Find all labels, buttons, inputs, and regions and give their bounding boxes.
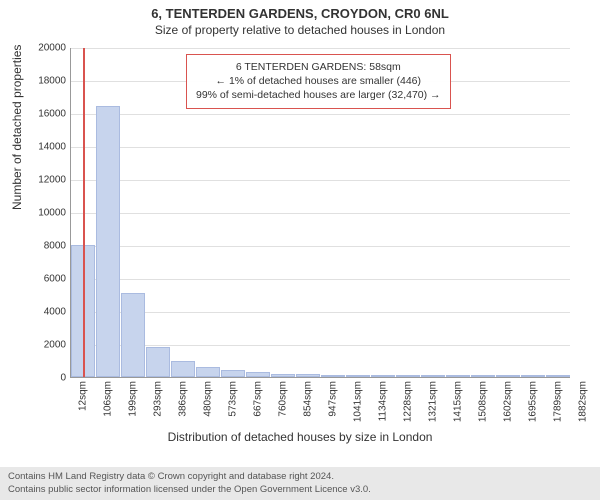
xtick-label: 106sqm — [102, 381, 113, 417]
gridline — [71, 312, 570, 313]
xtick-label: 854sqm — [302, 381, 313, 417]
xtick-label: 667sqm — [252, 381, 263, 417]
xtick-label: 199sqm — [127, 381, 138, 417]
xtick-label: 760sqm — [277, 381, 288, 417]
xtick-label: 480sqm — [202, 381, 213, 417]
gridline — [71, 48, 570, 49]
xtick-label: 573sqm — [227, 381, 238, 417]
gridline — [71, 345, 570, 346]
ytick-label: 14000 — [16, 142, 66, 153]
gridline — [71, 246, 570, 247]
footer-line: Contains public sector information licen… — [8, 484, 592, 496]
chart-area: 6 TENTERDEN GARDENS: 58sqm← 1% of detach… — [70, 48, 570, 378]
xtick-label: 386sqm — [177, 381, 188, 417]
xtick-label: 1134sqm — [377, 381, 388, 421]
ytick-label: 10000 — [16, 208, 66, 219]
histogram-bar — [171, 361, 195, 377]
ytick-label: 8000 — [16, 241, 66, 252]
xtick-label: 1508sqm — [477, 381, 488, 422]
histogram-bar — [321, 375, 345, 377]
histogram-bar — [396, 375, 420, 377]
histogram-bar — [296, 374, 320, 377]
info-box-line: 99% of semi-detached houses are larger (… — [196, 88, 441, 102]
histogram-bar — [521, 375, 545, 377]
footer: Contains HM Land Registry data © Crown c… — [0, 467, 600, 500]
gridline — [71, 180, 570, 181]
xtick-label: 1882sqm — [577, 381, 588, 422]
histogram-bar — [221, 370, 245, 377]
gridline — [71, 213, 570, 214]
xtick-label: 12sqm — [77, 381, 88, 411]
info-box: 6 TENTERDEN GARDENS: 58sqm← 1% of detach… — [186, 54, 451, 109]
property-marker-line — [83, 48, 85, 377]
ytick-label: 2000 — [16, 340, 66, 351]
histogram-bar — [371, 375, 395, 377]
histogram-bar — [146, 347, 170, 377]
histogram-bar — [196, 367, 220, 377]
histogram-bar — [446, 375, 470, 377]
ytick-label: 12000 — [16, 175, 66, 186]
ytick-label: 6000 — [16, 274, 66, 285]
info-box-line: ← 1% of detached houses are smaller (446… — [196, 74, 441, 88]
xtick-label: 1415sqm — [452, 381, 463, 422]
gridline — [71, 147, 570, 148]
ytick-label: 4000 — [16, 307, 66, 318]
page-subtitle: Size of property relative to detached ho… — [0, 23, 600, 37]
histogram-bar — [421, 375, 445, 377]
histogram-bar — [471, 375, 495, 377]
histogram-bar — [96, 106, 120, 377]
page-title: 6, TENTERDEN GARDENS, CROYDON, CR0 6NL — [0, 6, 600, 21]
histogram-bar — [496, 375, 520, 377]
ytick-label: 18000 — [16, 76, 66, 87]
x-axis-label: Distribution of detached houses by size … — [0, 430, 600, 444]
gridline — [71, 279, 570, 280]
xtick-label: 1228sqm — [402, 381, 413, 422]
histogram-bar — [346, 375, 370, 377]
histogram-bar — [121, 293, 145, 377]
xtick-label: 1321sqm — [427, 381, 438, 422]
ytick-label: 16000 — [16, 109, 66, 120]
info-box-line: 6 TENTERDEN GARDENS: 58sqm — [196, 60, 441, 74]
xtick-label: 293sqm — [152, 381, 163, 417]
ytick-label: 20000 — [16, 43, 66, 54]
histogram-plot: 6 TENTERDEN GARDENS: 58sqm← 1% of detach… — [70, 48, 570, 378]
xtick-label: 1602sqm — [502, 381, 513, 422]
footer-line: Contains HM Land Registry data © Crown c… — [8, 471, 592, 483]
xtick-label: 1789sqm — [552, 381, 563, 422]
xtick-label: 1695sqm — [527, 381, 538, 422]
gridline — [71, 114, 570, 115]
histogram-bar — [271, 374, 295, 377]
title-block: 6, TENTERDEN GARDENS, CROYDON, CR0 6NL S… — [0, 0, 600, 37]
ytick-label: 0 — [16, 373, 66, 384]
xtick-label: 1041sqm — [352, 381, 363, 422]
histogram-bar — [246, 372, 270, 377]
xtick-label: 947sqm — [327, 381, 338, 417]
histogram-bar — [546, 375, 570, 377]
